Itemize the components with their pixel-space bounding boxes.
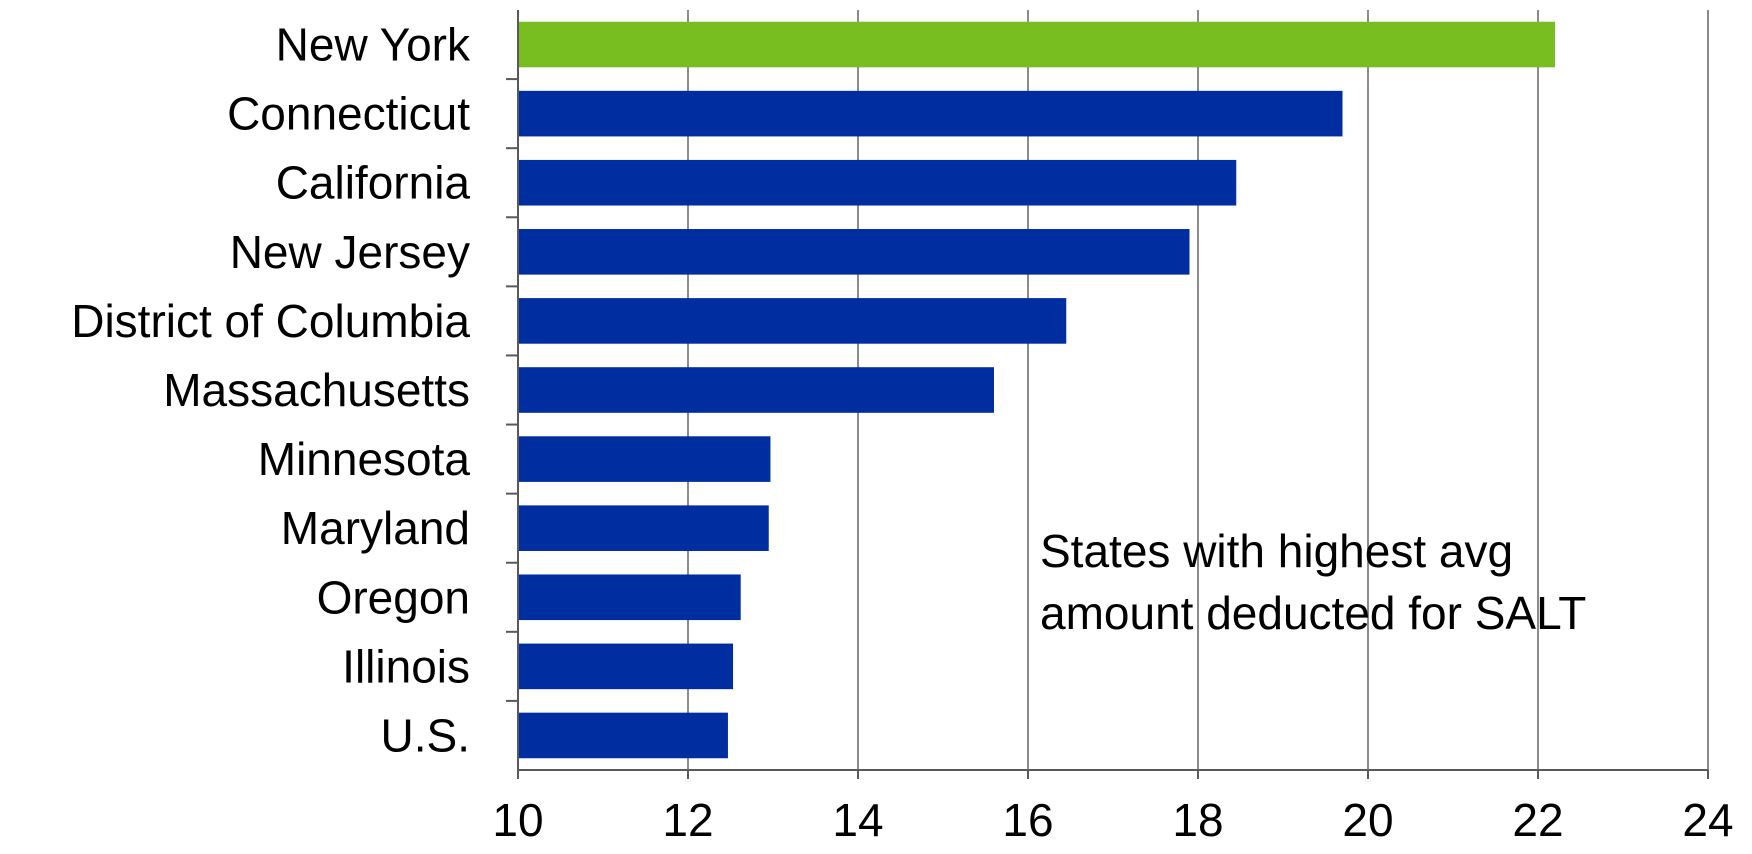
bar — [518, 643, 734, 690]
category-label: New York — [276, 19, 471, 71]
x-tick-label: 22 — [1512, 794, 1563, 846]
bar — [518, 21, 1555, 68]
category-label: Illinois — [342, 640, 470, 692]
category-label: Massachusetts — [163, 364, 470, 416]
category-label: U.S. — [381, 709, 470, 761]
category-label: Oregon — [317, 571, 470, 623]
annotation-line-1: States with highest avg — [1040, 525, 1513, 577]
annotation-line-2: amount deducted for SALT — [1040, 587, 1586, 639]
x-tick-label: 10 — [492, 794, 543, 846]
bar — [518, 505, 769, 551]
x-tick-label: 24 — [1682, 794, 1733, 846]
bar — [518, 367, 994, 413]
bar — [518, 298, 1067, 344]
x-tick-label: 12 — [662, 794, 713, 846]
category-label: District of Columbia — [71, 295, 470, 347]
bar — [518, 229, 1190, 275]
category-label: Connecticut — [227, 88, 470, 140]
gridlines — [687, 10, 1709, 770]
bar — [518, 574, 741, 621]
x-tick-labels: 10 12 14 16 18 20 22 24 — [492, 794, 1733, 846]
x-tick-label: 14 — [832, 794, 883, 846]
bar — [518, 436, 771, 482]
bar — [518, 159, 1237, 206]
x-tick-label: 18 — [1172, 794, 1223, 846]
x-tick-label: 16 — [1002, 794, 1053, 846]
category-label: Minnesota — [258, 433, 471, 485]
category-label: Maryland — [281, 502, 470, 554]
bars — [518, 21, 1555, 759]
category-label: New Jersey — [230, 226, 470, 278]
x-tick-label: 20 — [1342, 794, 1393, 846]
category-label: California — [276, 157, 471, 209]
category-labels: New York Connecticut California New Jersey D… — [71, 19, 471, 762]
axes — [506, 10, 1709, 779]
bar — [518, 712, 728, 759]
bar — [518, 90, 1343, 137]
